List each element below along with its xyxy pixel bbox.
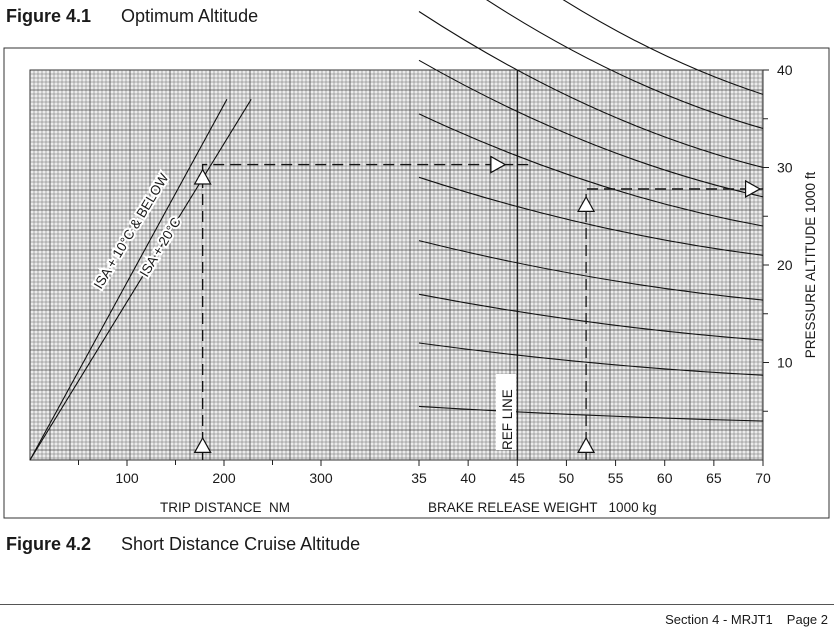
page-footer: Section 4 - MRJT1 Page 2 (665, 612, 828, 627)
x-tick-label-trip-200: 200 (212, 470, 236, 486)
weight-curve-6 (418, 59, 764, 198)
weight-curve-4 (418, 176, 764, 256)
footer-rule (0, 604, 834, 605)
figure-4-2-caption: Short Distance Cruise Altitude (121, 534, 361, 554)
weight-curves (418, 0, 764, 422)
x-tick-label-weight-35: 35 (411, 470, 427, 486)
figure-4-1-caption: Optimum Altitude (121, 6, 259, 26)
weight-curve-3 (418, 240, 764, 301)
example-distance-path (202, 163, 518, 460)
x-axis-label-trip-distance: TRIP DISTANCE NM (160, 500, 290, 515)
example-distance-turn-arrow (193, 168, 212, 185)
footer-page-number: Page 2 (786, 612, 828, 627)
footer-section: Section 4 - MRJT1 (665, 612, 773, 627)
x-tick-label-weight-60: 60 (657, 470, 673, 486)
y-tick-label-30: 30 (777, 160, 793, 176)
ref-line-label: REF LINE (500, 389, 515, 450)
x-tick-label-weight-65: 65 (706, 470, 722, 486)
y-tick-label-10: 10 (777, 355, 793, 371)
y-tick-label-40: 40 (777, 62, 793, 78)
chart-grid (29, 69, 764, 461)
weight-curve-9 (562, 0, 764, 95)
chart-frame (3, 47, 830, 519)
temperature-lines (29, 99, 252, 461)
y-tick-label-20: 20 (777, 257, 793, 273)
weight-curve-1 (418, 342, 764, 376)
example-distance-entry-arrow (193, 436, 212, 453)
x-tick-label-weight-70: 70 (755, 470, 771, 486)
figure-4-1-heading: Figure 4.1 Optimum Altitude (6, 5, 258, 27)
example-weight-entry-arrow (577, 436, 596, 453)
temperature-line-0 (29, 99, 228, 461)
example-ref-line-arrow (490, 155, 507, 174)
example-path (193, 155, 763, 460)
x-axis-label-brake-release-weight: BRAKE RELEASE WEIGHT 1000 kg (428, 500, 657, 515)
x-tick-label-weight-45: 45 (509, 470, 525, 486)
figure-4-1-number: Figure 4.1 (6, 6, 92, 26)
weight-curve-7 (418, 11, 764, 169)
x-tick-label-trip-300: 300 (309, 470, 333, 486)
x-tick-label-weight-40: 40 (460, 470, 476, 486)
weight-curve-2 (418, 293, 764, 341)
example-weight-path (585, 188, 763, 460)
example-weight-turn-arrow (577, 195, 596, 212)
weight-curve-8 (486, 0, 764, 130)
axis-ticks: 100 200 300 35 40 45 50 55 60 65 70 10 20 30 40 (78, 62, 793, 486)
x-tick-label-weight-55: 55 (608, 470, 624, 486)
temperature-line-1 (29, 99, 252, 461)
figure-4-2-heading: Figure 4.2 Short Distance Cruise Altitude (6, 533, 360, 555)
figure-4-2-number: Figure 4.2 (6, 534, 92, 554)
cruise-altitude-chart: 100 200 300 35 40 45 50 55 60 65 70 10 20 30 40 PRESSU… (3, 0, 830, 519)
ref-line-label-background (496, 374, 516, 450)
x-tick-label-trip-100: 100 (115, 470, 139, 486)
weight-curve-0 (418, 405, 764, 422)
weight-curve-5 (418, 113, 764, 227)
y-axis-label: PRESSURE ALTITUDE 1000 ft (803, 171, 818, 358)
x-tick-label-weight-50: 50 (559, 470, 575, 486)
example-result-arrow (744, 179, 762, 198)
